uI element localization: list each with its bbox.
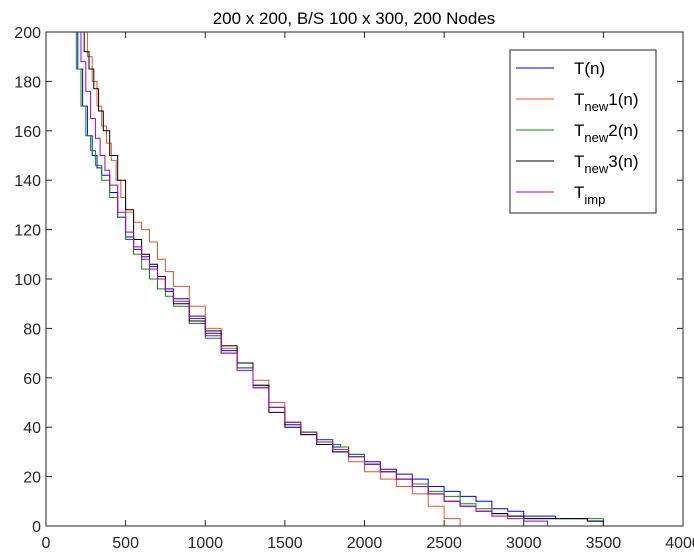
series-line-2: [46, 31, 461, 526]
y-tick-label: 160: [14, 124, 41, 141]
x-tick-label: 2000: [347, 535, 383, 552]
y-tick-label: 0: [32, 519, 41, 536]
legend-label-3: Tnew2(n): [574, 121, 638, 145]
y-tick-label: 200: [14, 25, 41, 42]
x-tick-label: 1000: [187, 535, 223, 552]
series-line-5: [46, 31, 549, 526]
x-tick-label: 3000: [506, 535, 542, 552]
series-layer: [46, 31, 604, 526]
x-tick-label: 3500: [586, 535, 622, 552]
y-tick-label: 180: [14, 74, 41, 91]
legend-box: [509, 49, 657, 214]
x-tick-label: 2500: [426, 535, 462, 552]
y-tick-label: 120: [14, 223, 41, 240]
y-tick-label: 140: [14, 173, 41, 190]
legend: T(n) Tnew1(n) Tnew2(n) Tnew3(n) Timp: [509, 49, 657, 214]
y-tick-label: 60: [23, 371, 41, 388]
y-tick-label: 40: [23, 420, 41, 437]
y-tick-label: 100: [14, 272, 41, 289]
x-tick-label: 1500: [267, 535, 303, 552]
y-tick-label: 80: [23, 321, 41, 338]
x-tick-label: 0: [42, 535, 51, 552]
x-tick-label: 500: [112, 535, 139, 552]
y-tick-label: 20: [23, 470, 41, 487]
legend-label-2: Tnew1(n): [574, 90, 638, 114]
chart-title: 200 x 200, B/S 100 x 300, 200 Nodes: [213, 9, 496, 28]
legend-label-4: Tnew3(n): [574, 152, 638, 176]
legend-label-1: T(n): [574, 59, 605, 78]
legend-label-5: Timp: [574, 183, 605, 207]
